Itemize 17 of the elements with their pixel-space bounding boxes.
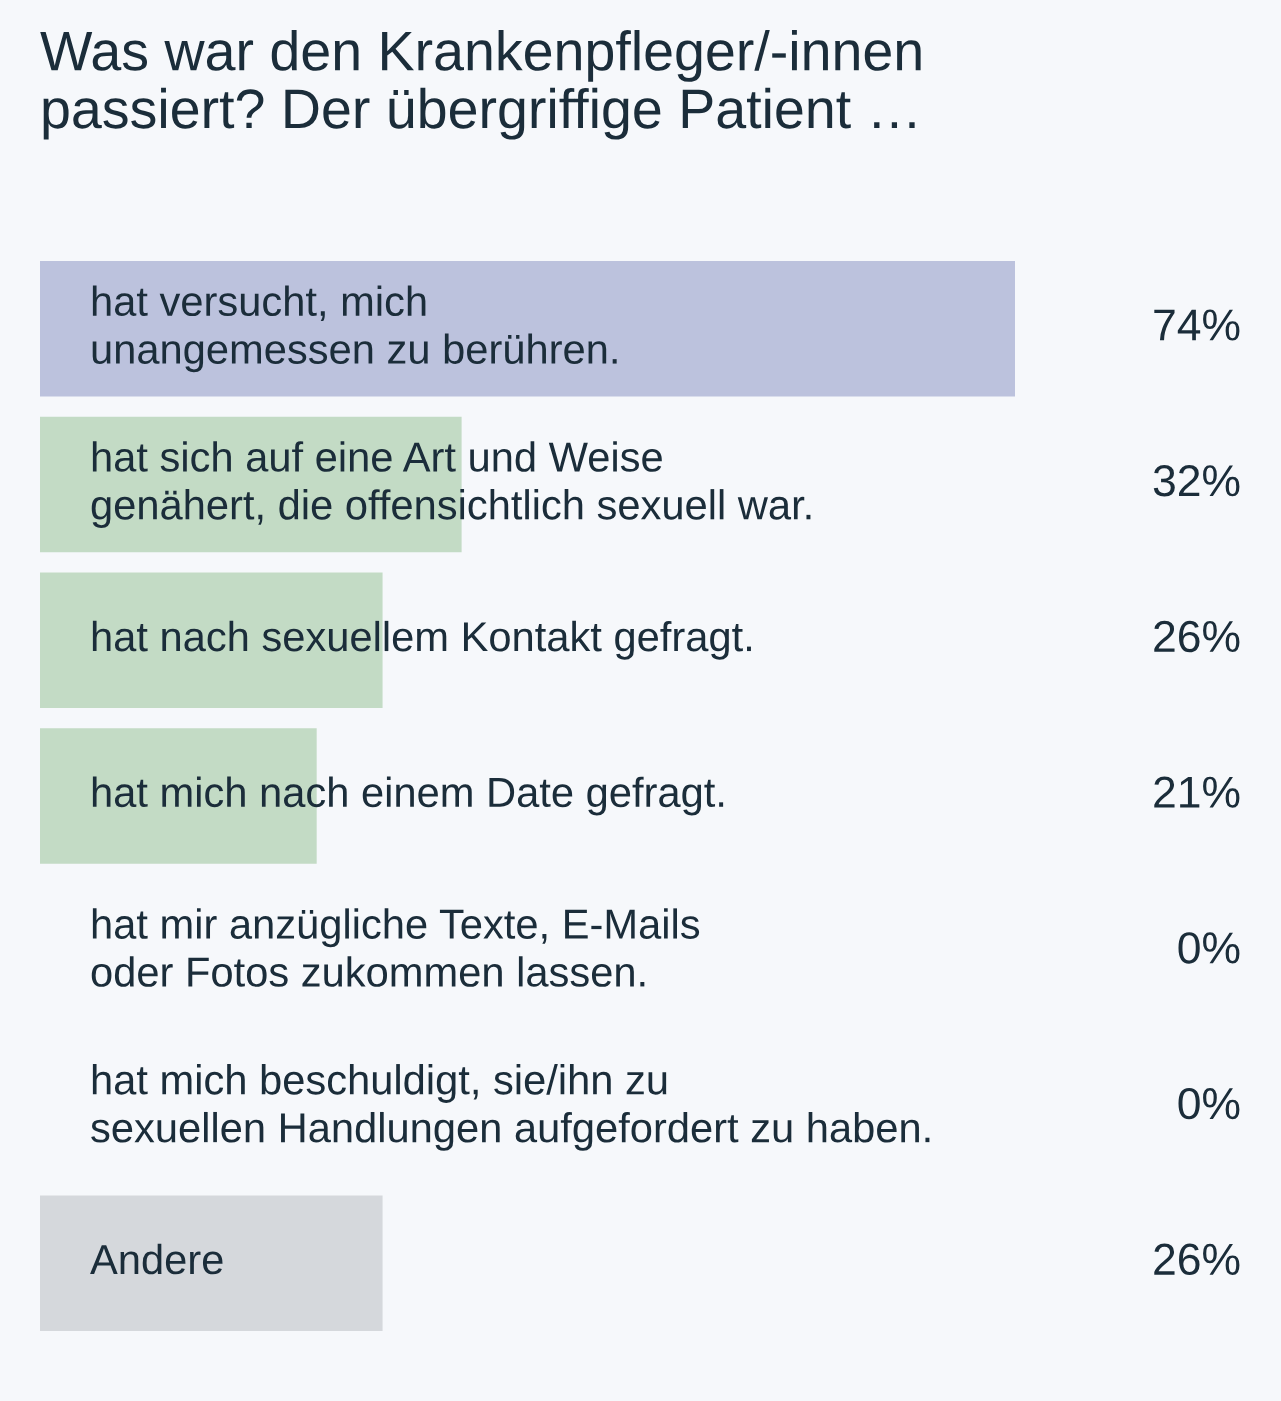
- data-label: 26%: [1154, 1243, 1240, 1276]
- data-label: 0%: [1178, 1087, 1240, 1120]
- data-label: 32%: [1153, 465, 1240, 497]
- y-tick-label: hat mir anzügliche Texte, E-Mails oder Fotos zukommen lassen.: [91, 908, 700, 987]
- bar: [40, 1195, 383, 1331]
- data-label: 26%: [1154, 620, 1240, 653]
- y-tick-label: hat sich auf eine Art und Weise genähert, die offensichtlich sexuell war.: [91, 441, 811, 528]
- y-tick-label: Andere: [90, 1243, 223, 1275]
- data-label: 21%: [1154, 776, 1240, 808]
- y-tick-label: hat versucht, mich unangemessen zu berühren.: [92, 285, 617, 373]
- bar: [40, 261, 1015, 397]
- data-label: 74%: [1154, 309, 1240, 341]
- y-tick-label: hat mich beschuldigt, sie/ihn zu sexuellen Handlungen aufgefordert zu haben.: [91, 1064, 930, 1151]
- y-tick-label: hat nach sexuellem Kontakt gefragt.: [92, 620, 751, 660]
- y-tick-label: hat mich nach einem Date gefragt.: [92, 776, 724, 816]
- data-label: 0%: [1178, 932, 1240, 964]
- chart-title: Was war den Krankenpfleger/-innen passiert? Der übergriffige Patient …: [40, 30, 921, 140]
